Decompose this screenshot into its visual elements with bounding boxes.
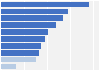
Bar — [1, 2, 89, 7]
Bar — [1, 57, 36, 62]
Bar — [1, 22, 56, 28]
Bar — [1, 64, 16, 69]
Bar — [1, 9, 68, 14]
Bar — [1, 36, 45, 42]
Bar — [1, 43, 41, 49]
Bar — [1, 29, 48, 35]
Bar — [1, 50, 39, 56]
Bar — [1, 15, 63, 21]
